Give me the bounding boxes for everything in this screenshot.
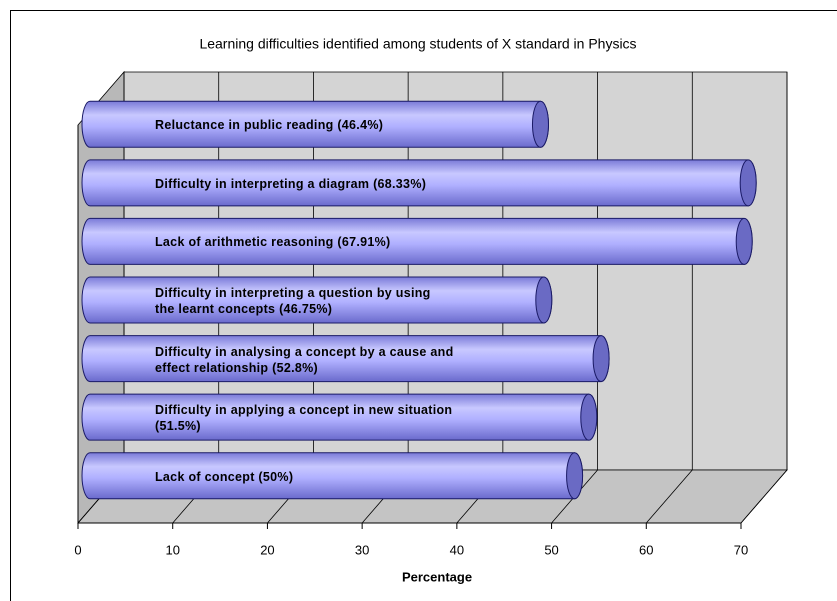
bar-label: Lack of arithmetic reasoning (67.91%) [155, 235, 391, 250]
bar-cap [566, 452, 584, 500]
bar-cap [531, 100, 549, 148]
bar-cap [735, 217, 753, 265]
chart-frame [10, 10, 837, 601]
bar-label: Reluctance in public reading (46.4%) [155, 118, 384, 133]
bar-cap [739, 159, 757, 207]
bars [81, 100, 757, 500]
bar-label: Difficulty in interpreting a diagram (68… [155, 176, 427, 191]
x-tick-label: 70 [734, 542, 748, 557]
x-tick-label: 10 [165, 542, 179, 557]
x-tick-label: 30 [355, 542, 369, 557]
x-axis-label: Percentage [402, 569, 472, 584]
floor-grid-line [645, 469, 693, 524]
x-tick-label: 50 [544, 542, 558, 557]
x-tick-label: 0 [74, 542, 81, 557]
floor-grid-line [740, 469, 788, 524]
x-tick-label: 40 [450, 542, 464, 557]
bar-label: Difficulty in interpreting a question by… [155, 286, 431, 316]
bar-cap [580, 393, 598, 441]
bar-label: Difficulty in applying a concept in new … [155, 403, 453, 434]
bar-label: Difficulty in analysing a concept by a c… [155, 344, 454, 375]
bar-label: Lack of concept (50%) [155, 469, 294, 484]
x-tick-label: 60 [639, 542, 653, 557]
chart-title: Learning difficulties identified among s… [199, 36, 636, 52]
bar-cap [535, 276, 553, 324]
x-tick-label: 20 [260, 542, 274, 557]
bar-cap [592, 335, 610, 383]
